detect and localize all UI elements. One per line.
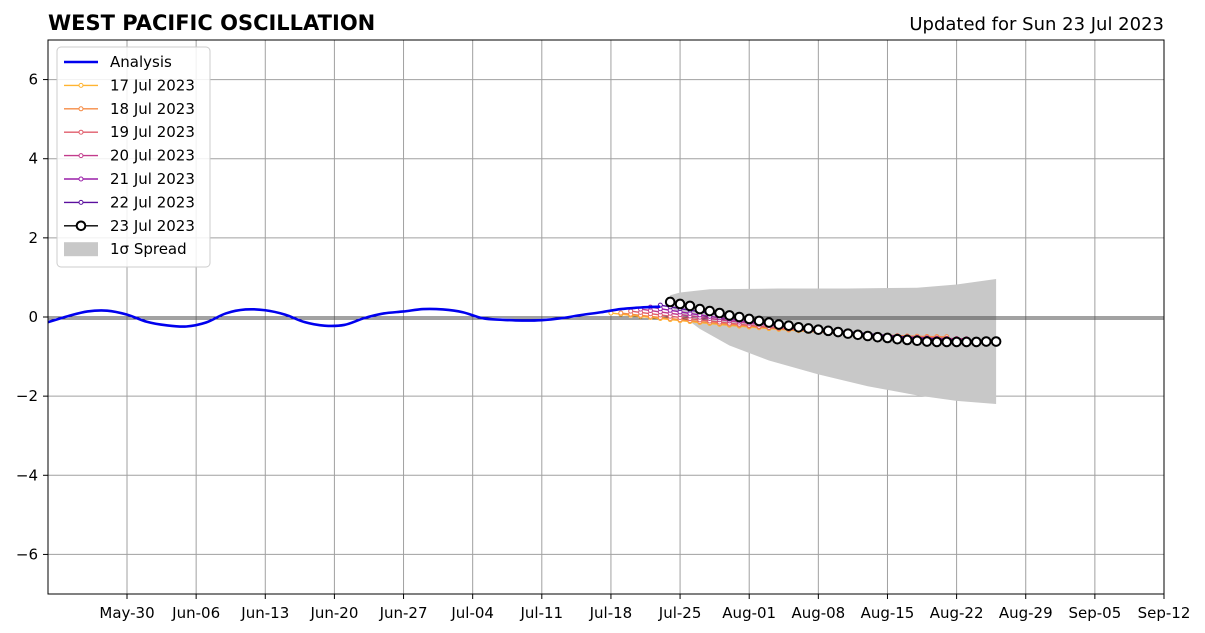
legend-entry: Analysis (64, 53, 172, 71)
x-tick-label: Jun-20 (309, 604, 358, 622)
main-forecast-point (734, 311, 745, 323)
legend-label: 23 Jul 2023 (110, 217, 195, 235)
y-tick-label: −6 (16, 545, 38, 563)
legend-entry: 23 Jul 2023 (64, 217, 195, 235)
y-tick-label: −4 (16, 466, 38, 484)
legend-marker (75, 220, 87, 232)
main-forecast-point (832, 326, 844, 338)
main-forecast-point (813, 324, 824, 335)
legend-marker (78, 199, 84, 205)
legend-label: 22 Jul 2023 (110, 193, 195, 211)
main-forecast-point (901, 334, 913, 346)
legend-label: 19 Jul 2023 (110, 123, 195, 141)
x-tick-label: Jun-27 (379, 604, 428, 622)
main-forecast-point (961, 336, 972, 348)
legend-entry: 18 Jul 2023 (64, 100, 195, 118)
legend-entry: 17 Jul 2023 (64, 76, 195, 94)
main-forecast-point (763, 317, 775, 328)
main-forecast-series (664, 296, 1002, 348)
legend-entry: 20 Jul 2023 (64, 147, 195, 165)
chart-title: WEST PACIFIC OSCILLATION (48, 11, 375, 35)
x-tick-label: Sep-12 (1138, 604, 1191, 622)
main-forecast-point (664, 296, 676, 308)
spread-area (670, 279, 997, 405)
y-tick-label: 4 (28, 150, 38, 168)
legend-label: 18 Jul 2023 (110, 100, 195, 118)
legend-marker (78, 129, 84, 135)
main-forecast-point (842, 328, 854, 339)
spread-band (670, 279, 997, 405)
main-forecast-point (931, 336, 943, 348)
legend: Analysis 17 Jul 2023 18 Jul 2023 19 Jul 202… (56, 46, 211, 268)
x-tick-label: Aug-08 (791, 604, 845, 622)
legend-swatch (64, 242, 98, 257)
y-tick-label: 0 (28, 308, 38, 326)
main-forecast-point (911, 335, 923, 347)
y-tick-label: −2 (16, 387, 38, 405)
legend-label: Analysis (110, 53, 172, 71)
main-forecast-point (684, 300, 696, 312)
legend-marker (78, 153, 84, 159)
legend-label: 17 Jul 2023 (110, 76, 195, 94)
main-forecast-point (941, 336, 953, 348)
main-forecast-point (704, 305, 715, 317)
x-tick-label: Jul-04 (450, 604, 494, 622)
x-tick-label: Aug-29 (999, 604, 1053, 622)
legend-marker (78, 106, 84, 112)
main-forecast-point (694, 303, 706, 315)
main-forecast-point (980, 336, 992, 347)
legend-entry: 21 Jul 2023 (64, 170, 195, 188)
y-axis-ticks: −6 −4 −2 0 2 4 6 (16, 71, 48, 563)
legend-label: 21 Jul 2023 (110, 170, 195, 188)
analysis-series (47, 305, 661, 328)
x-tick-label: Jul-11 (520, 604, 564, 622)
x-tick-label: Aug-22 (930, 604, 984, 622)
legend-label: 20 Jul 2023 (110, 147, 195, 165)
main-forecast-point (674, 298, 686, 310)
forecast-point (618, 310, 624, 316)
x-tick-label: Sep-05 (1068, 604, 1121, 622)
zero-line (48, 316, 1164, 320)
x-tick-label: Aug-15 (861, 604, 915, 622)
main-forecast-point (783, 320, 795, 332)
main-forecast-point (921, 336, 933, 347)
chart-subtitle: Updated for Sun 23 Jul 2023 (909, 14, 1164, 35)
y-tick-label: 6 (28, 71, 38, 89)
legend-label: 1σ Spread (110, 240, 187, 258)
x-tick-label: Aug-01 (722, 604, 776, 622)
legend-entry: 1σ Spread (64, 240, 187, 258)
legend-marker (78, 82, 84, 88)
main-forecast-point (882, 332, 893, 344)
main-forecast-point (753, 315, 765, 327)
main-forecast-point (951, 336, 962, 348)
x-tick-label: Jun-06 (171, 604, 220, 622)
legend-marker (78, 176, 84, 182)
main-forecast-point (892, 333, 903, 345)
main-forecast-point (872, 331, 883, 343)
main-forecast-point (862, 330, 874, 342)
main-forecast-point (852, 329, 864, 341)
legend-box (56, 46, 211, 268)
main-forecast-point (971, 336, 982, 348)
analysis-line (47, 305, 661, 328)
main-forecast-point (724, 310, 735, 321)
main-forecast-point (793, 321, 804, 333)
main-forecast-point (714, 307, 725, 319)
main-forecast-point (743, 313, 755, 325)
legend-entry: 19 Jul 2023 (64, 123, 195, 141)
main-forecast-point (773, 319, 785, 330)
x-tick-label: Jul-25 (658, 604, 702, 622)
main-forecast-point (803, 323, 814, 334)
x-tick-label: Jun-13 (240, 604, 289, 622)
main-forecast-point (822, 325, 834, 337)
main-forecast-point (990, 336, 1002, 347)
x-tick-label: Jul-18 (589, 604, 633, 622)
x-tick-label: May-30 (99, 604, 154, 622)
legend-entry: 22 Jul 2023 (64, 193, 195, 211)
y-tick-label: 2 (28, 229, 38, 247)
forecast-point (628, 308, 634, 314)
x-axis-ticks: May-30 Jun-06 Jun-13 Jun-20 Jun-27 Jul-04 Jul-… (99, 594, 1190, 622)
